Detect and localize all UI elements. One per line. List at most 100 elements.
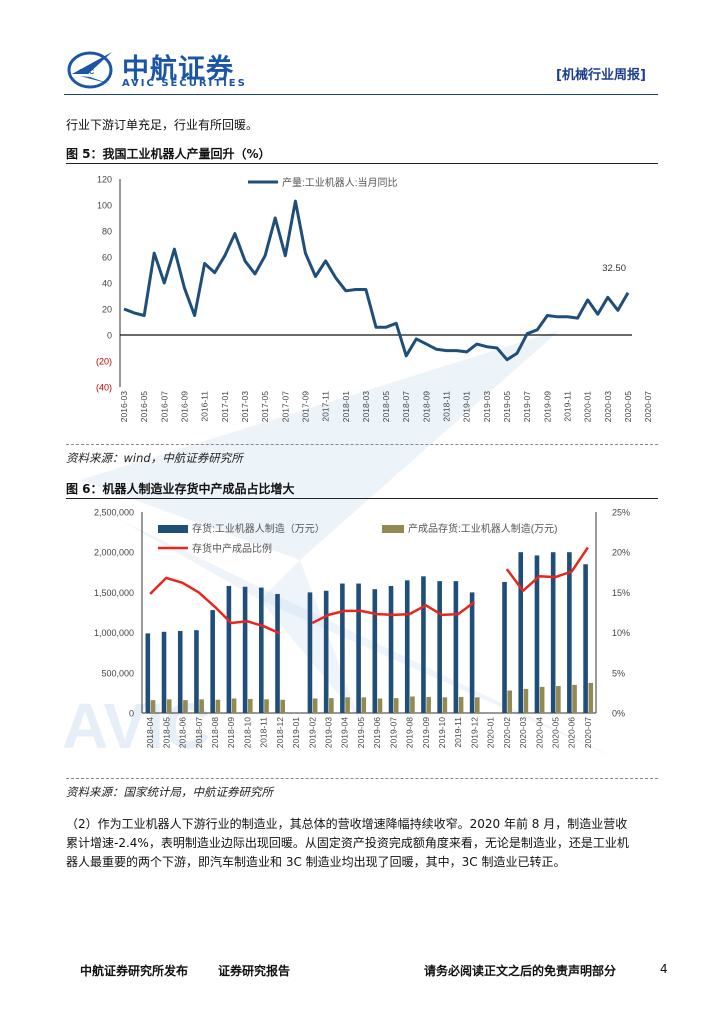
logo: AVIC 中航证券 AVIC SECURITIES	[66, 44, 266, 92]
finished-goods-bar	[199, 699, 204, 713]
y-tick-label: 0	[107, 331, 112, 341]
x-tick-label: 2016-11	[200, 391, 210, 422]
figure5-line-chart: 120 100 80 60 40 20 0 (20) (40) 2016-03 2016-05 201…	[96, 175, 653, 423]
inventory-bar	[502, 581, 507, 713]
x-tick-label: 2020-01	[486, 717, 496, 748]
end-value-label: 32.50	[602, 263, 626, 274]
inventory-bar	[323, 590, 329, 713]
y-tick-label: (20)	[96, 357, 112, 367]
inventory-bar	[550, 552, 556, 713]
x-tick-label: 2018-05	[381, 391, 391, 422]
finished-goods-bar	[361, 697, 367, 713]
finished-goods-bar	[215, 699, 221, 713]
body-paragraph: （2）作为工业机器人下游行业的制造业，其总体的营收增速降幅持续收窄。2020 年…	[66, 815, 660, 872]
y-tick-label: 40	[102, 279, 112, 289]
legend-label: 产量:工业机器人:当月同比	[282, 176, 398, 189]
legend-swatch-inventory	[158, 525, 188, 533]
inventory-bar	[340, 583, 345, 713]
inventory-bar	[583, 564, 588, 713]
x-tick-label: 2018-07	[401, 391, 411, 422]
inventory-bar	[194, 630, 199, 713]
x-tick-label: 2019-12	[469, 717, 479, 748]
intro-text: 行业下游订单充足，行业有所回暖。	[66, 118, 259, 132]
finished-goods-bar	[410, 696, 415, 713]
figure6-top-rule	[66, 498, 658, 499]
legend-label: 存货中产成品比例	[192, 542, 272, 555]
x-tick-label: 2019-07	[388, 717, 398, 748]
y-tick-label: 100	[97, 201, 112, 211]
x-tick-label: 2020-06	[567, 717, 577, 748]
x-tick-label: 2018-04	[145, 717, 155, 748]
inventory-bar	[356, 583, 361, 713]
finished-goods-bar	[231, 698, 237, 713]
x-tick-label: 2017-03	[240, 391, 250, 422]
y-tick-label: 20	[102, 305, 112, 315]
finished-goods-bar	[426, 696, 431, 713]
figure6-combo-chart: 0 500,000 1,000,000 1,500,000 2,000,000 2,500…	[94, 508, 630, 749]
right-y-tick-label: 20%	[612, 548, 630, 558]
left-y-tick-label: 1,500,000	[94, 588, 134, 598]
x-tick-label: 2018-09	[421, 391, 431, 422]
x-tick-label: 2017-05	[260, 391, 270, 422]
x-tick-label: 2020-07	[583, 717, 593, 748]
right-y-tick-label: 5%	[612, 668, 625, 678]
paragraph-line: 累计增速-2.4%，表明制造业边际出现回暖。从固定资产投资完成额角度来看，无论是…	[66, 836, 629, 850]
x-tick-label: 2018-11	[259, 717, 269, 748]
x-tick-label: 2019-09	[542, 391, 552, 422]
x-tick-label: 2018-07	[194, 717, 204, 748]
legend-label: 存货:工业机器人制造（万元）	[192, 522, 325, 535]
inventory-bar	[226, 585, 232, 713]
inventory-bar	[453, 581, 459, 713]
x-tick-label: 2018-11	[442, 391, 452, 422]
left-y-tick-label: 0	[129, 709, 134, 719]
figure5-source: 资料来源：wind，中航证券研究所	[66, 451, 243, 465]
finished-goods-bar	[329, 698, 334, 713]
x-tick-label: 2019-02	[307, 717, 317, 748]
inventory-bar	[259, 587, 264, 713]
x-tick-label: 2016-03	[119, 391, 129, 422]
figure5-bottom-rule	[66, 444, 658, 445]
paragraph-line: 器人最重要的两个下游，即汽车制造业和 3C 制造业均出现了回暖，其中，3C 制造…	[66, 855, 566, 869]
x-tick-label: 2018-08	[210, 717, 220, 748]
figure5-title: 图 5：我国工业机器人产量回升（%）	[66, 147, 271, 161]
footer-disclaimer: 请务必阅读正文之后的免责声明部分	[424, 964, 617, 978]
right-y-tick-label: 10%	[612, 628, 630, 638]
finished-goods-bar	[312, 698, 318, 713]
logo-badge-text: AVIC	[78, 69, 94, 76]
x-tick-label: 2019-06	[372, 717, 382, 748]
left-y-tick-label: 500,000	[101, 668, 134, 678]
figure6-title: 图 6：机器人制造业存货中产成品占比增大	[66, 482, 295, 496]
ratio-line	[505, 546, 589, 593]
series-line-robot-output-yoy	[123, 199, 630, 362]
finished-goods-bar	[458, 696, 464, 713]
page-number: 4	[660, 962, 668, 976]
logo-english-name: AVIC SECURITIES	[122, 78, 247, 89]
inventory-bar	[469, 592, 475, 713]
ratio-line	[149, 576, 281, 635]
inventory-bar	[210, 610, 215, 713]
finished-goods-bar	[345, 697, 350, 713]
x-tick-label: 2020-01	[583, 391, 593, 422]
inventory-bar	[534, 555, 540, 713]
x-tick-label: 2016-09	[179, 391, 189, 422]
avic-logo-icon: AVIC	[67, 51, 113, 89]
left-y-tick-label: 2,000,000	[94, 548, 134, 558]
x-tick-label: 2017-07	[280, 391, 290, 422]
right-y-tick-label: 25%	[612, 508, 630, 518]
inventory-bar	[421, 576, 426, 713]
inventory-bar	[161, 631, 167, 713]
x-tick-label: 2019-11	[563, 391, 573, 422]
inventory-bar	[388, 585, 394, 713]
x-tick-label: 2018-05	[161, 717, 171, 748]
inventory-bar	[275, 594, 280, 713]
right-y-tick-label: 15%	[612, 588, 630, 598]
finished-goods-bar	[183, 700, 188, 713]
report-category-tag: [机械行业周报]	[556, 68, 646, 83]
x-tick-label: 2019-11	[453, 717, 463, 748]
x-tick-label: 2019-01	[291, 717, 301, 748]
x-tick-label: 2019-05	[356, 717, 366, 748]
x-tick-label: 2016-07	[159, 391, 169, 422]
x-tick-label: 2017-11	[321, 391, 331, 422]
x-tick-label: 2019-04	[340, 717, 350, 748]
x-tick-label: 2019-10	[437, 717, 447, 748]
